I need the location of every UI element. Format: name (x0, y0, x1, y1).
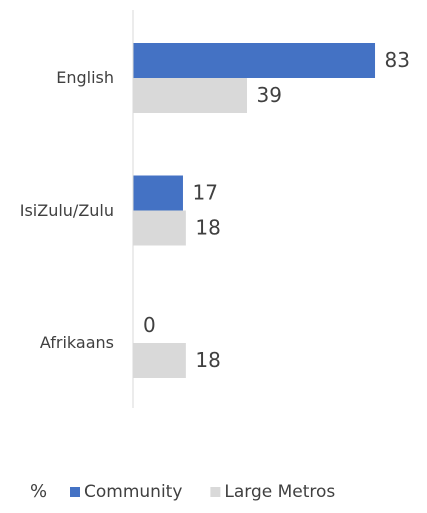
legend-title: % (30, 481, 47, 502)
value-label: 18 (195, 216, 220, 240)
value-label: 83 (385, 48, 410, 72)
bar (133, 78, 247, 113)
legend-label: Large Metros (224, 482, 335, 502)
value-label: 18 (195, 348, 220, 372)
legend-swatch (210, 487, 221, 497)
bar (133, 343, 186, 378)
value-label: 17 (192, 181, 217, 205)
value-label: 39 (256, 83, 281, 107)
legend-label: Community (84, 482, 182, 502)
category-label: Afrikaans (39, 333, 114, 352)
value-label: 0 (143, 313, 156, 337)
bar (133, 210, 186, 246)
bar (133, 43, 376, 78)
legend-swatch (70, 487, 80, 497)
category-label: English (56, 68, 114, 87)
category-label: IsiZulu/Zulu (19, 200, 114, 220)
bar (133, 175, 183, 211)
